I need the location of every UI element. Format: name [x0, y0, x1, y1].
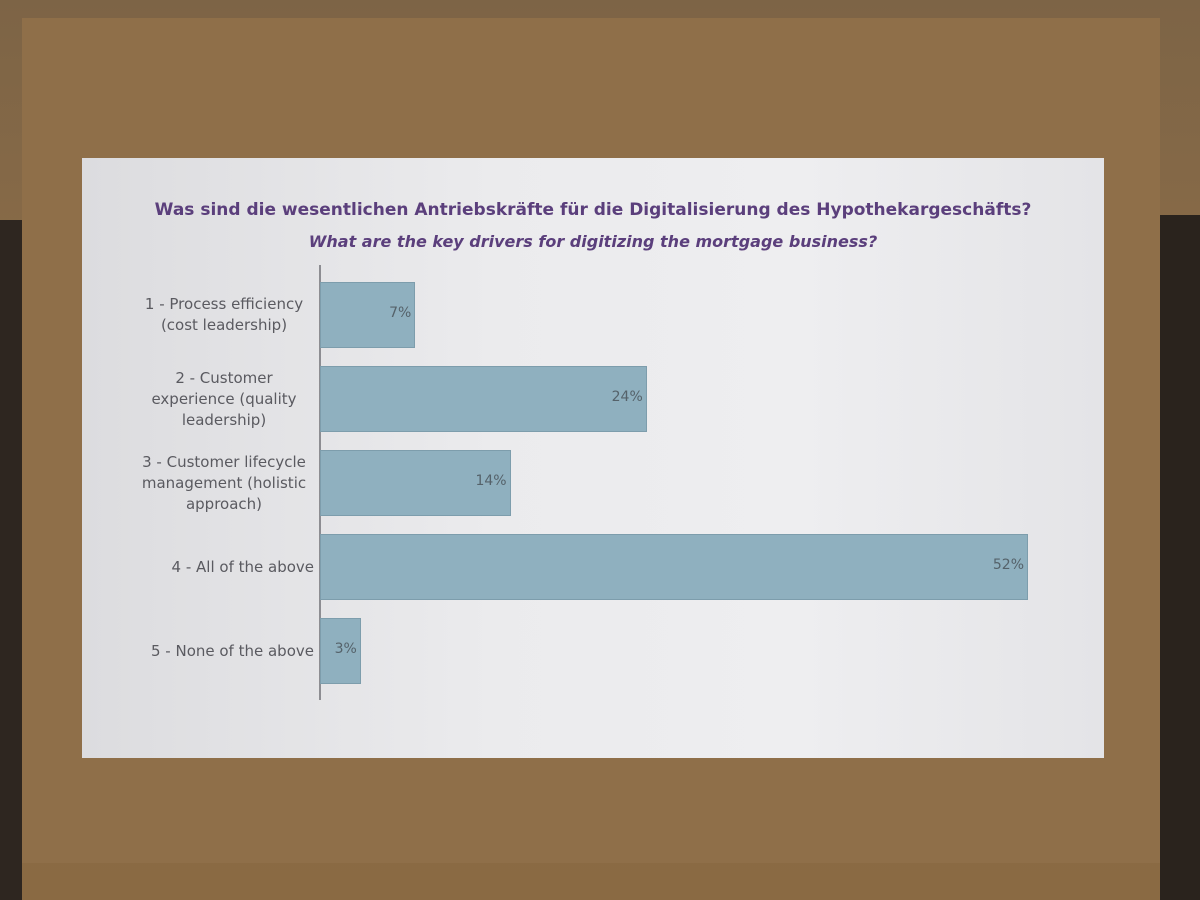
- data-label: 24%: [611, 389, 643, 405]
- category-label-box: 4 - All of the above: [110, 525, 314, 609]
- category-label: 1 - Process efficiency (cost leadership): [144, 295, 304, 334]
- category-label-box: 5 - None of the above: [110, 609, 314, 693]
- chart-title: Was sind die wesentlichen Antriebskräfte…: [154, 200, 1032, 220]
- bar: [320, 450, 511, 516]
- category-label-box: 2 - Customer experience (quality leaders…: [110, 357, 314, 441]
- wall: [1160, 215, 1200, 900]
- category-label: 5 - None of the above: [150, 641, 314, 660]
- chart-subtitle: What are the key drivers for digitizing …: [308, 232, 878, 251]
- data-label: 3%: [334, 641, 357, 657]
- category-label-box: 1 - Process efficiency (cost leadership): [110, 273, 314, 357]
- data-label: 52%: [992, 557, 1024, 573]
- category-label: 4 - All of the above: [171, 557, 314, 576]
- data-label: 14%: [475, 473, 507, 489]
- wall: [0, 220, 22, 900]
- bar: [320, 282, 416, 348]
- bar: [320, 366, 647, 432]
- bar: [320, 534, 1028, 600]
- bar: [320, 618, 361, 684]
- data-label: 7%: [389, 305, 412, 321]
- slide: [82, 158, 1104, 758]
- category-label: 2 - Customer experience (quality leaders…: [151, 368, 297, 429]
- category-label: 3 - Customer lifecycle management (holis…: [141, 452, 307, 513]
- category-label-box: 3 - Customer lifecycle management (holis…: [110, 441, 314, 525]
